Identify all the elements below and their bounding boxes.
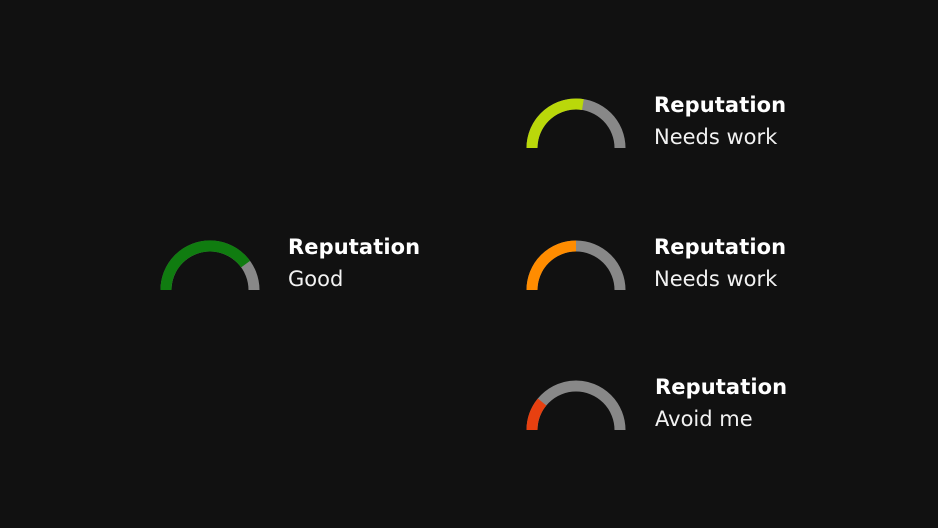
meter-title: Reputation	[654, 92, 786, 118]
meter-status: Avoid me	[655, 404, 787, 434]
reputation-meter-avoid-me: Reputation Avoid me	[526, 380, 826, 440]
meter-title: Reputation	[288, 234, 420, 260]
meter-labels: Reputation Avoid me	[655, 374, 787, 434]
reputation-meter-needs-work-orange: Reputation Needs work	[526, 240, 826, 300]
gauge-fill	[532, 402, 542, 430]
reputation-gauge	[526, 380, 626, 432]
meter-title: Reputation	[654, 234, 786, 260]
meter-status: Good	[288, 264, 420, 294]
reputation-gauge	[526, 98, 626, 150]
reputation-meter-good: Reputation Good	[160, 240, 460, 300]
gauge-fill	[166, 246, 246, 290]
gauge-fill	[532, 246, 576, 290]
meter-labels: Reputation Good	[288, 234, 420, 294]
reputation-gauge	[526, 240, 626, 292]
reputation-meter-needs-work-yellow: Reputation Needs work	[526, 98, 826, 158]
reputation-gauge	[160, 240, 260, 292]
meter-labels: Reputation Needs work	[654, 234, 786, 294]
meter-title: Reputation	[655, 374, 787, 400]
meter-labels: Reputation Needs work	[654, 92, 786, 152]
gauge-track	[532, 386, 620, 430]
meter-status: Needs work	[654, 122, 786, 152]
meter-status: Needs work	[654, 264, 786, 294]
gauge-fill	[532, 104, 583, 148]
